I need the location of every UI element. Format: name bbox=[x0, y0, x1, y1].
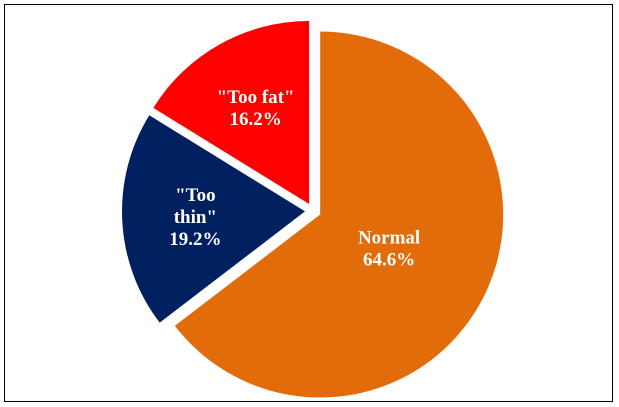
pie-label-toofat: "Too fat" 16.2% bbox=[217, 87, 295, 130]
pie-labels: Normal 64.6% "Too thin" 19.2% "Too fat" 16.2% bbox=[169, 87, 420, 270]
pie-slice-normal bbox=[174, 31, 504, 398]
pie-slice-toofat bbox=[153, 21, 310, 205]
pie-label-toothin: "Too thin" 19.2% bbox=[169, 185, 221, 250]
pie-label-normal: Normal 64.6% bbox=[358, 228, 420, 271]
pie-slice-toothin bbox=[122, 115, 306, 323]
pie-slices bbox=[122, 21, 504, 398]
